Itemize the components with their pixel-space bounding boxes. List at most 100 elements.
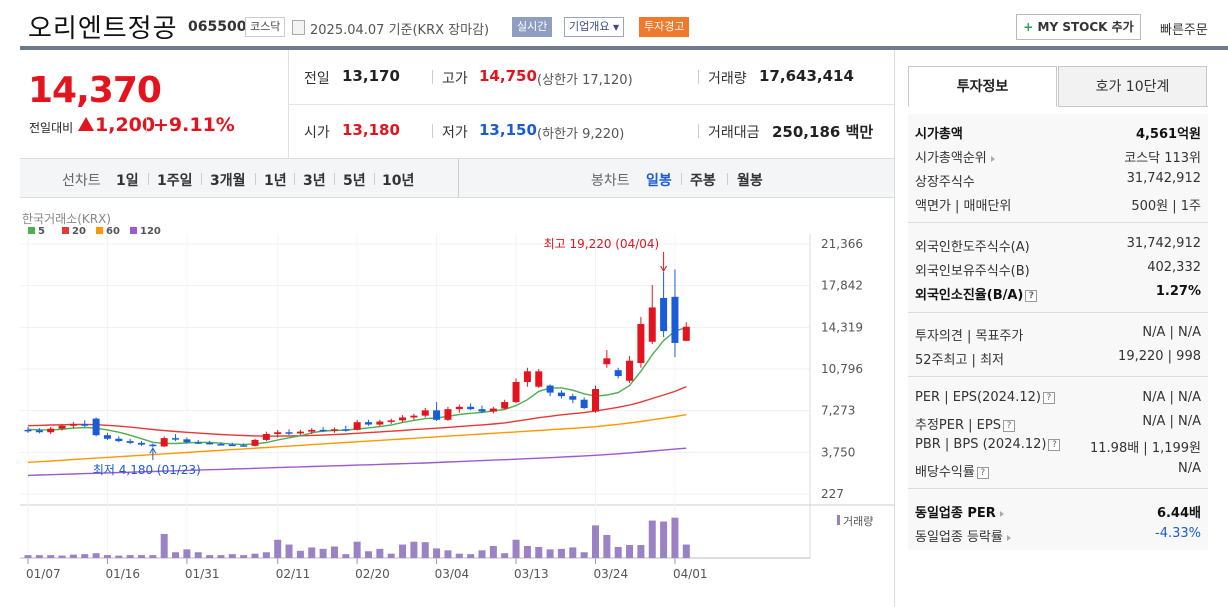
range-5y[interactable]: 5년 (343, 173, 366, 189)
legend-label: 60 (106, 226, 120, 237)
stock-code: 065500 (188, 19, 247, 35)
low-value: 13,150 (479, 121, 537, 139)
candle-body (251, 439, 259, 446)
prev-close-value: 13,170 (342, 67, 400, 85)
info-value: 500원 | 1주 (1131, 199, 1201, 214)
volume-bar (274, 539, 282, 558)
info-label: 투자의견 | 목표주가 (915, 329, 1024, 344)
volume-bar (671, 517, 679, 558)
tab-invest-info[interactable]: 투자정보 (908, 66, 1057, 107)
info-label[interactable]: 시가총액순위 (915, 147, 995, 166)
candle-body (399, 417, 407, 421)
candle-body (262, 434, 270, 440)
chart-source: 한국거래소(KRX) (22, 212, 111, 226)
divider (288, 104, 894, 105)
info-value: 31,742,912 (1126, 171, 1201, 186)
candle-body (47, 428, 55, 433)
divider (148, 173, 149, 185)
help-icon[interactable]: ? (1025, 289, 1038, 302)
y-tick-label: 3,750 (821, 445, 855, 459)
divider (374, 173, 375, 185)
volume-bar (399, 544, 407, 558)
range-1y[interactable]: 1년 (264, 173, 287, 189)
price-chart[interactable]: 한국거래소(KRX)5 20 60 120 21,366 17,842 14,319 10,7… (20, 200, 894, 607)
amount-number: 250,186 (772, 123, 841, 141)
help-icon[interactable]: ? (1002, 419, 1015, 432)
info-label-text: 동일업종 PER (915, 506, 996, 521)
candle-weekly[interactable]: 주봉 (690, 173, 716, 189)
candle-body (194, 442, 202, 444)
quick-order-link[interactable]: 빠른주문 (1160, 23, 1208, 38)
candle-body (274, 432, 282, 435)
candle-body (421, 410, 429, 416)
info-value: -4.33% (1155, 526, 1201, 541)
volume-bar (592, 525, 599, 558)
volume-bar (682, 544, 690, 558)
y-tick-label: 21,366 (821, 237, 863, 251)
volume-bar (489, 546, 497, 558)
candle-body (126, 441, 134, 443)
candle-body (81, 423, 89, 426)
y-tick-label: 7,273 (821, 404, 855, 418)
volume-label: 거래량 (708, 71, 747, 87)
volume-bar (319, 548, 327, 558)
candle-body (35, 430, 43, 433)
volume-bar (217, 555, 225, 558)
add-mystock-label: MY STOCK 추가 (1037, 20, 1134, 34)
volume-bar (342, 554, 350, 558)
candle-body (501, 402, 509, 409)
info-label: 외국인소진율(B/A)? (915, 284, 1038, 303)
add-mystock-button[interactable]: + MY STOCK 추가 (1016, 14, 1141, 40)
candle-body (160, 438, 168, 447)
company-info-button[interactable]: 기업개요 ▼ (564, 17, 625, 37)
info-value: 1.27% (1155, 284, 1201, 299)
tab-hoga[interactable]: 호가 10단계 (1058, 66, 1207, 107)
divider (908, 376, 1208, 377)
info-label: 외국인보유주식수(B) (915, 264, 1030, 279)
info-label[interactable]: 동일업종 등락률 (915, 526, 1011, 545)
range-3m[interactable]: 3개월 (210, 173, 246, 189)
volume-bar (47, 555, 55, 558)
candle-body (183, 439, 191, 443)
volume-bar (478, 550, 486, 558)
candle-body (319, 429, 327, 432)
volume-bar (535, 546, 543, 558)
volume-bar (24, 555, 32, 558)
help-icon[interactable]: ? (1048, 438, 1061, 451)
price-change-pct: +9.11% (153, 114, 235, 136)
range-1d[interactable]: 1일 (116, 173, 139, 189)
info-label-text: PBR | BPS (2024.12) (915, 437, 1047, 452)
candle-body (387, 420, 395, 422)
candle-body (592, 389, 599, 412)
volume-bar (194, 552, 202, 558)
high-value: 14,750 (479, 67, 537, 85)
info-label-text: 동일업종 등락률 (915, 530, 1003, 545)
range-3y[interactable]: 3년 (303, 173, 326, 189)
candle-chart-label: 봉차트 (591, 173, 630, 189)
price-diff: 1,200 (95, 114, 156, 136)
ma120-line (27, 447, 687, 477)
legend-label: 120 (140, 226, 161, 237)
candle-body (296, 431, 304, 434)
info-label[interactable]: 동일업종 PER (915, 502, 1004, 521)
info-label-text: 시가총액순위 (915, 151, 987, 166)
candle-body (626, 360, 634, 381)
candle-daily[interactable]: 일봉 (646, 173, 672, 189)
info-tabs: 투자정보 호가 10단계 (908, 66, 1208, 107)
x-tick-label: 03/04 (435, 567, 470, 581)
lower-limit: (하한가 9,220) (537, 127, 625, 142)
divider (458, 159, 459, 197)
range-1w[interactable]: 1주일 (157, 173, 193, 189)
volume-bar (614, 546, 622, 558)
divider (294, 173, 295, 185)
realtime-button[interactable]: 실시간 (512, 17, 553, 37)
range-10y[interactable]: 10년 (382, 173, 415, 189)
help-icon[interactable]: ? (1042, 391, 1055, 404)
open-label: 시가 (304, 125, 330, 141)
candle-monthly[interactable]: 월봉 (737, 173, 763, 189)
help-icon[interactable]: ? (976, 466, 989, 479)
candle-body (467, 406, 475, 410)
high-note: 최고 19,220 (04/04) (544, 237, 660, 251)
divider (432, 70, 433, 84)
candle-body (580, 399, 588, 408)
